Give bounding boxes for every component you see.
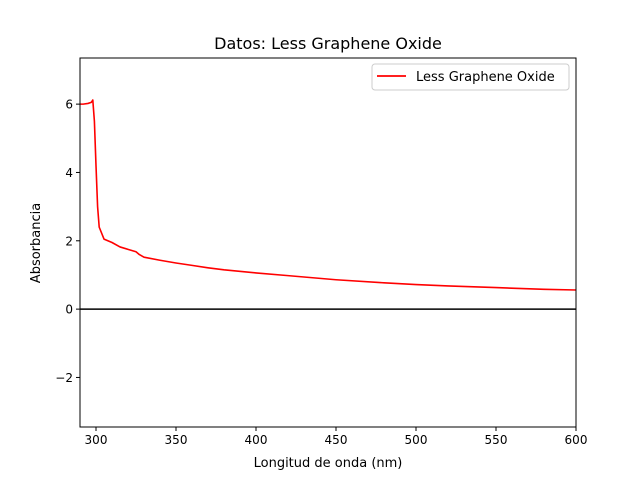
- x-tick-label-350: 350: [165, 433, 188, 447]
- x-axis-ticks: 300 350 400 450 500 550 600: [85, 427, 588, 447]
- y-tick-label-2: 2: [65, 234, 73, 248]
- x-tick-label-400: 400: [245, 433, 268, 447]
- x-tick-label-500: 500: [405, 433, 428, 447]
- legend: Less Graphene Oxide: [371, 63, 570, 91]
- axes-frame: [79, 57, 577, 428]
- y-tick-label-6: 6: [65, 98, 73, 112]
- y-tick-label-4: 4: [65, 166, 73, 180]
- y-tick-label-0: 0: [65, 303, 73, 317]
- x-tick-label-450: 450: [325, 433, 348, 447]
- plot-area: [79, 57, 577, 428]
- y-axis-ticks: −2 0 2 4 6: [55, 98, 80, 385]
- y-axis-label: Absorbancia: [29, 203, 44, 283]
- legend-label-less-graphene-oxide: Less Graphene Oxide: [416, 70, 555, 85]
- x-tick-label-300: 300: [85, 433, 108, 447]
- y-tick-label--2: −2: [55, 371, 73, 385]
- x-axis-label: Longitud de onda (nm): [254, 456, 403, 471]
- chart-title: Datos: Less Graphene Oxide: [214, 34, 442, 53]
- x-tick-label-550: 550: [485, 433, 508, 447]
- legend-box: [371, 63, 570, 91]
- series-line-less-graphene-oxide: [80, 99, 576, 291]
- x-tick-label-600: 600: [565, 433, 588, 447]
